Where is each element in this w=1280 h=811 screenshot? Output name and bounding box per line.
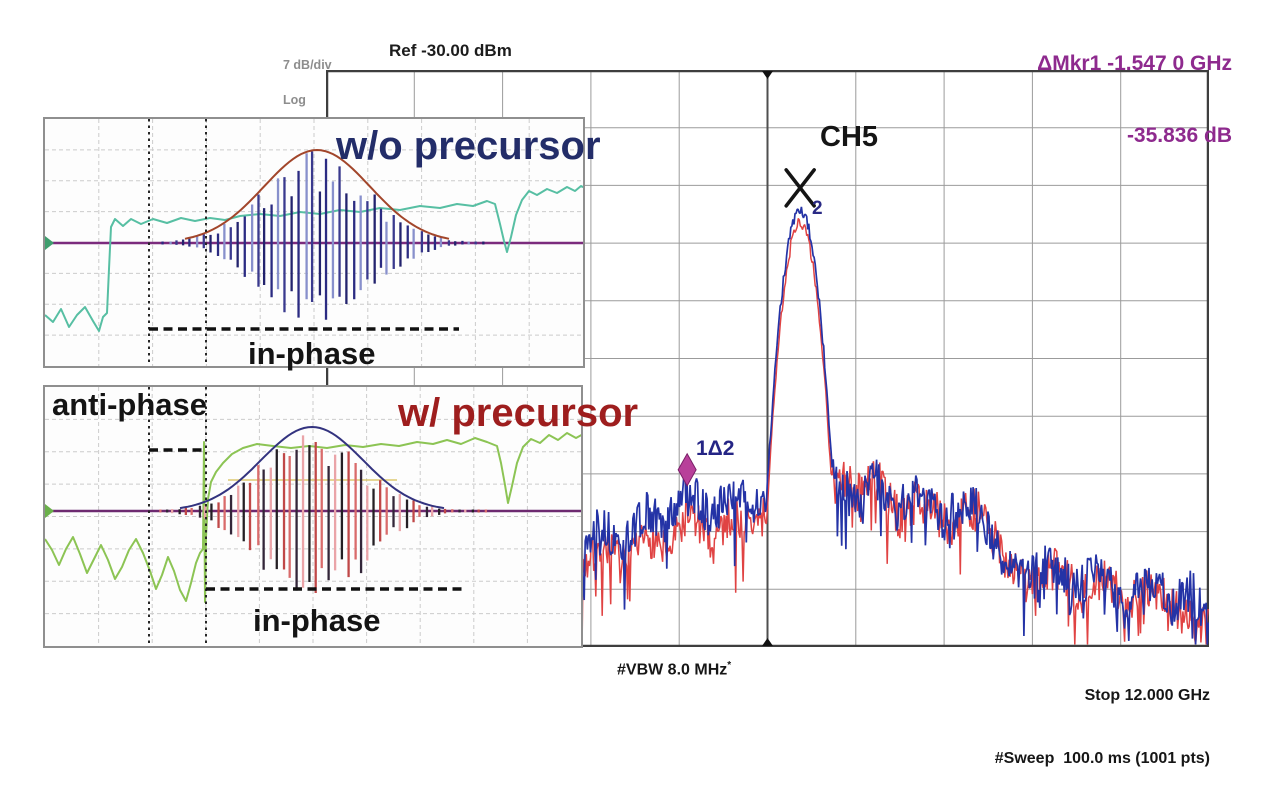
- rf-burst: [161, 151, 485, 320]
- oscilloscope-inset-bottom: [43, 385, 586, 648]
- wo-precursor-title: w/o precursor: [336, 124, 601, 168]
- stop-frequency-label: Stop 12.000 GHz: [1084, 687, 1210, 704]
- in-phase-label-bottom: in-phase: [253, 603, 381, 638]
- delta-marker-readout: ΔMkr1 -1.547 0 GHz -35.836 dB: [1037, 4, 1232, 196]
- w-precursor-title: w/ precursor: [398, 391, 639, 435]
- peak-marker-number: 2: [812, 198, 823, 219]
- delta-marker-frequency: ΔMkr1 -1.547 0 GHz: [1037, 52, 1232, 75]
- trigger-level-marker: [45, 236, 54, 250]
- oscilloscope-inset-top-plot: [44, 119, 588, 366]
- vbw-value: #VBW 8.0 MHz: [617, 661, 728, 679]
- db-per-div-label: 7 dB/div: [283, 58, 332, 72]
- delta-marker-label: 1Δ2: [696, 437, 735, 460]
- channel-label: CH5: [820, 121, 879, 153]
- sweep-time-label: #Sweep 100.0 ms (1001 pts): [994, 750, 1210, 767]
- pulse-envelope: [184, 148, 450, 240]
- trigger-level-marker: [45, 504, 54, 518]
- pulse-envelope: [179, 425, 445, 510]
- in-phase-label-top: in-phase: [248, 336, 376, 371]
- oscilloscope-inset-bottom-plot: [44, 387, 586, 646]
- reference-level-label: Ref -30.00 dBm: [389, 41, 512, 60]
- center-frequency-tick-bottom: [762, 638, 773, 646]
- vbw-footnote-mark: *: [727, 660, 732, 671]
- sweep-info: Stop 12.000 GHz #Sweep 100.0 ms (1001 pt…: [995, 643, 1210, 811]
- spectrum-trace: [581, 206, 1209, 645]
- rf-burst: [159, 435, 488, 593]
- anti-phase-label: anti-phase: [52, 387, 208, 422]
- peak-marker-x: [784, 168, 816, 208]
- scope-detector-trace: [44, 432, 586, 603]
- vbw-label: #VBW 8.0 MHz*: [617, 660, 731, 679]
- scope-detector-trace: [44, 185, 588, 332]
- delta-marker-amplitude: -35.836 dB: [1126, 124, 1232, 147]
- center-frequency-tick-top: [762, 71, 773, 79]
- log-scale-label: Log: [283, 92, 306, 107]
- delta-marker-diamond: [677, 452, 697, 487]
- amplitude-scale-label: 7 dB/div Log: [283, 37, 332, 129]
- spectrum-trace: [581, 218, 1209, 645]
- oscilloscope-inset-top: [43, 117, 588, 368]
